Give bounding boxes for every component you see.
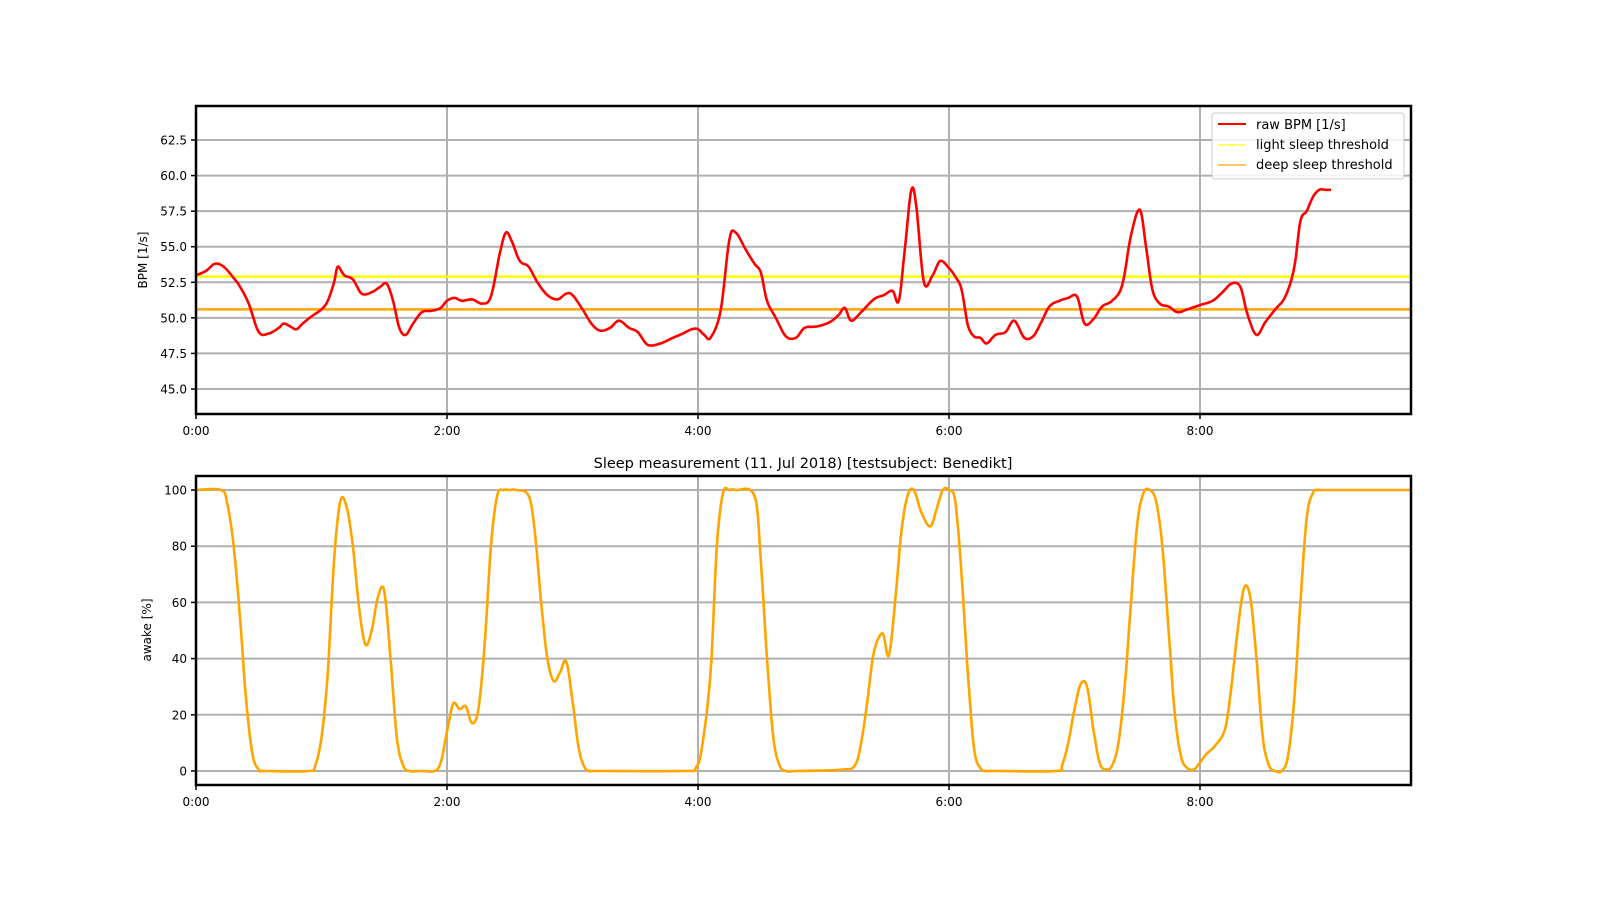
- y-tick-label: 57.5: [160, 205, 187, 219]
- bottom-y-axis-label: awake [%]: [140, 598, 154, 661]
- x-tick-label: 8:00: [1187, 424, 1214, 438]
- top-axes-frame: [194, 104, 1413, 416]
- x-tick-label: 8:00: [1187, 795, 1214, 809]
- awake-line: [195, 486, 1411, 774]
- x-tick-label: 6:00: [936, 795, 963, 809]
- bottom-grid: [196, 476, 1411, 785]
- legend-label-light-sleep: light sleep threshold: [1256, 138, 1389, 153]
- y-tick-label: 20: [172, 708, 187, 722]
- x-tick-label: 4:00: [685, 795, 712, 809]
- bpm-chart: 45.0 47.5 50.0 52.5 55.0 57.5 60.0 62.5 0:00 2:0…: [136, 104, 1413, 438]
- legend-label-deep-sleep: deep sleep threshold: [1256, 158, 1393, 173]
- top-y-ticks: 45.0 47.5 50.0 52.5 55.0 57.5 60.0 62.5: [160, 134, 196, 397]
- y-tick-label: 50.0: [160, 311, 187, 325]
- bottom-y-ticks: 0 20 40 60 80 100: [164, 484, 196, 779]
- y-tick-label: 40: [172, 652, 187, 666]
- raw-bpm-line: [195, 186, 1332, 347]
- x-tick-label: 2:00: [434, 795, 461, 809]
- legend-label-raw-bpm: raw BPM [1/s]: [1256, 118, 1346, 133]
- chart-title: Sleep measurement (11. Jul 2018) [testsu…: [594, 456, 1013, 472]
- y-tick-label: 55.0: [160, 240, 187, 254]
- y-tick-label: 52.5: [160, 276, 187, 290]
- y-tick-label: 62.5: [160, 134, 187, 148]
- legend: raw BPM [1/s] light sleep threshold deep…: [1211, 112, 1405, 180]
- top-grid: [196, 106, 1411, 414]
- bottom-x-ticks: 0:00 2:00 4:00 6:00 8:00: [183, 785, 1214, 809]
- y-tick-label: 45.0: [160, 383, 187, 397]
- x-tick-label: 6:00: [936, 424, 963, 438]
- y-tick-label: 80: [172, 540, 187, 554]
- y-tick-label: 60: [172, 596, 187, 610]
- x-tick-label: 0:00: [183, 424, 210, 438]
- x-tick-label: 2:00: [434, 424, 461, 438]
- y-tick-label: 0: [179, 765, 187, 779]
- y-tick-label: 47.5: [160, 347, 187, 361]
- top-x-ticks: 0:00 2:00 4:00 6:00 8:00: [183, 414, 1214, 438]
- y-tick-label: 100: [164, 484, 187, 498]
- x-tick-label: 4:00: [685, 424, 712, 438]
- bottom-axes-frame: [194, 474, 1413, 787]
- x-tick-label: 0:00: [183, 795, 210, 809]
- y-tick-label: 60.0: [160, 169, 187, 183]
- awake-chart: Sleep measurement (11. Jul 2018) [testsu…: [140, 456, 1413, 809]
- top-y-axis-label: BPM [1/s]: [136, 232, 150, 289]
